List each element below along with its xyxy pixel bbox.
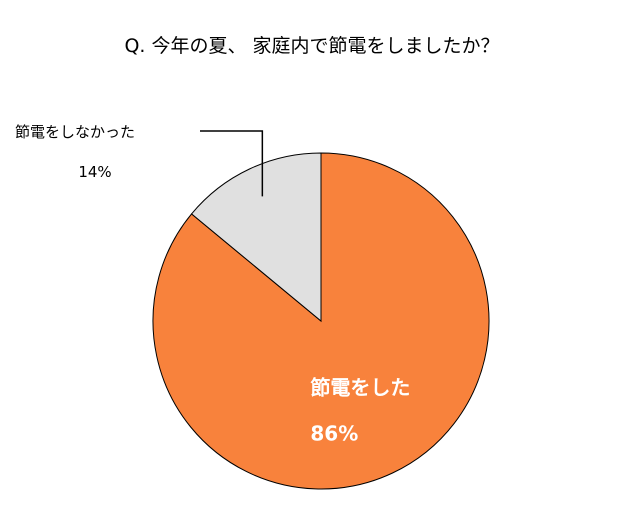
pie-labels: 節電をした 86% 節電をしなかった 14% bbox=[15, 123, 410, 446]
pie-slice-0 bbox=[152, 152, 490, 490]
slice-label-1: 節電をしなかった bbox=[15, 123, 135, 141]
chart-title: Q. 今年の夏、 家庭内で節電をしましたか？ bbox=[124, 35, 499, 57]
slice-value-0: 86% bbox=[310, 422, 358, 446]
pie-slices bbox=[152, 152, 490, 490]
slice-label-0: 節電をした bbox=[310, 376, 410, 400]
slice-value-1: 14% bbox=[78, 163, 111, 181]
leader-line-1 bbox=[200, 130, 264, 197]
pie-slice-1 bbox=[190, 152, 322, 323]
